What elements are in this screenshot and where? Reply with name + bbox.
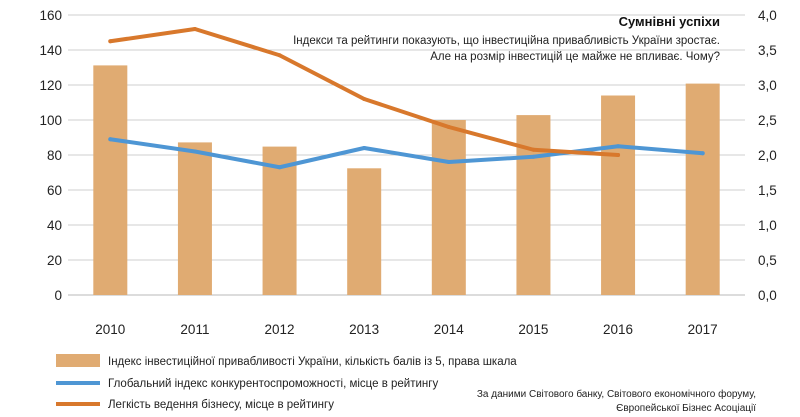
x-tick-label: 2013 [349,322,379,337]
right-tick-label: 1,5 [758,183,777,198]
line-point [277,53,282,58]
bar [431,120,466,295]
left-axis: 0 20 40 60 80 100 120 140 160 [39,8,62,303]
legend: Індекс інвестиційної привабливості Украї… [56,354,517,411]
line-point [531,147,536,152]
line-point [446,160,451,164]
source-line-1: За даними Світового банку, Світового еко… [477,388,756,400]
source-note: За даними Світового банку, Світового еко… [477,388,756,414]
legend-label-doing-business: Легкість ведення бізнесу, місце в рейтин… [108,399,334,411]
right-tick-label: 1,0 [758,218,777,233]
left-tick-label: 100 [39,113,62,128]
bar [347,168,382,295]
line-point [616,153,621,157]
left-tick-label: 40 [47,218,62,233]
left-tick-label: 20 [47,253,62,268]
bar [516,115,551,295]
right-tick-label: 2,5 [758,113,777,128]
line-point [616,144,621,149]
source-line-2: Європейської Бізнес Асоціації [616,403,756,414]
x-tick-label: 2014 [434,322,465,337]
line-point [192,27,197,31]
series-line-competitiveness [108,137,705,170]
right-tick-label: 3,0 [758,78,777,93]
left-tick-label: 60 [47,183,62,198]
left-tick-label: 120 [39,78,62,93]
line-point [362,146,367,150]
right-axis: 0,0 0,5 1,0 1,5 2,0 2,5 3,0 3,5 4,0 [758,8,777,303]
x-axis: 2010 2011 2012 2013 2014 2015 2016 2017 [95,322,717,337]
legend-swatch-bar [56,354,100,367]
left-tick-label: 160 [39,8,62,23]
right-tick-label: 2,0 [758,148,777,163]
bar [93,65,128,296]
chart-subtitle-line-1: Індекси та рейтинги показують, що інвест… [293,35,720,47]
line-point [277,165,282,170]
x-tick-label: 2016 [603,322,633,337]
legend-label-competitiveness: Глобальний індекс конкурентоспроможності… [108,378,438,390]
line-point [362,97,367,101]
left-tick-label: 140 [39,43,62,58]
right-tick-label: 0,5 [758,253,777,268]
right-tick-label: 3,5 [758,43,777,58]
x-tick-label: 2015 [518,322,548,337]
x-tick-label: 2011 [180,322,209,337]
bar-series-investment-index [93,65,720,296]
x-tick-label: 2012 [265,322,295,337]
line-point [108,39,113,44]
bar [601,95,636,295]
bar [262,146,297,295]
line-point [700,151,705,156]
bar [685,83,720,295]
right-tick-label: 0,0 [758,288,777,303]
title-block: Сумнівні успіхи Індекси та рейтинги пока… [293,14,720,63]
line-point [108,137,113,142]
x-tick-label: 2017 [688,322,718,337]
line-series [108,27,705,170]
legend-label-bar: Індекс інвестиційної привабливості Украї… [108,356,517,368]
bar [177,142,212,295]
right-tick-label: 4,0 [758,8,777,23]
left-tick-label: 0 [54,288,62,303]
chart-subtitle-line-2: Але на розмір інвестицій це майже не впл… [430,51,720,63]
chart-title: Сумнівні успіхи [619,14,720,29]
line-point [531,154,536,159]
line-point [192,149,197,154]
left-tick-label: 80 [47,148,62,163]
x-tick-label: 2010 [95,322,125,337]
line-point [446,125,451,129]
